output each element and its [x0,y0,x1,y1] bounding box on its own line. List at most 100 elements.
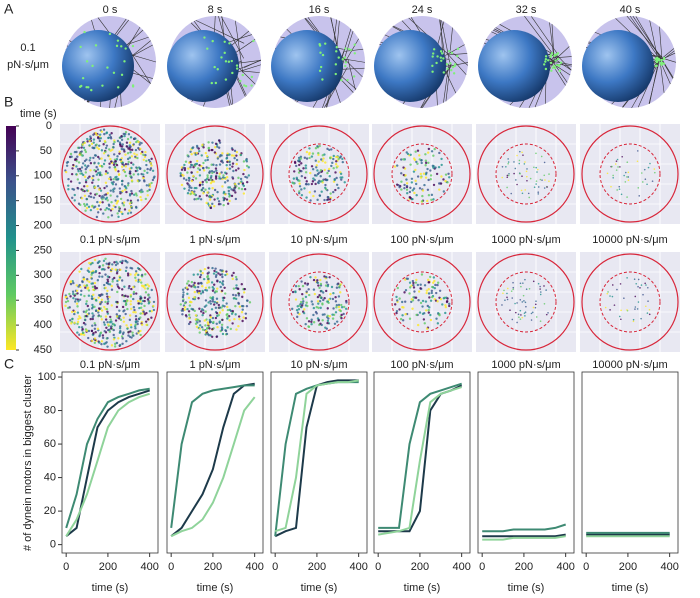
trajectory-dot [543,302,546,305]
trajectory-dot [106,345,109,348]
trajectory-dot [501,166,504,168]
trajectory-dot [225,176,229,179]
trajectory-dot [66,299,70,303]
trajectory-dot [128,194,132,197]
trajectory-dot [305,180,308,183]
motor [432,52,435,55]
trajectory-dot [446,181,449,184]
trajectory-dot [411,307,414,310]
trajectory-dot [70,155,73,158]
trajectory-dot [312,278,316,282]
motor [216,68,219,71]
trajectory-dot [135,292,138,295]
trajectory-dot [91,177,94,180]
trajectory-dot [71,196,74,200]
trajectory-dot [432,276,436,279]
trajectory-dot [228,199,231,203]
trajectory-dot [122,132,125,136]
trajectory-dot [413,290,416,293]
trajectory-dot [216,280,219,283]
trajectory-dot [95,286,99,290]
trajectory-dot [214,306,218,310]
trajectory-dot [143,169,146,173]
trajectory-dot [106,275,110,278]
trajectory-dot [237,167,240,170]
trajectory-dot [539,285,541,288]
trajectory-dot [237,182,240,185]
microtubule [449,27,453,54]
trajectory-dot [99,331,103,334]
trajectory-dot [87,329,91,333]
trajectory-dot [297,307,301,311]
x-axis-label: time (s) [612,582,649,594]
trajectory-dot [211,202,214,206]
trajectory-dot [415,313,418,317]
trajectory-dot [299,155,303,159]
trajectory-dot [86,304,90,308]
trajectory-dot [530,312,533,315]
trajectory-dot [187,155,190,158]
time-label: 32 s [516,4,537,16]
trajectory-dot [514,311,517,314]
trajectory-dot [73,150,77,154]
trajectory-dot [186,171,189,174]
trajectory-dot [242,291,246,294]
trajectory-dot [90,282,93,285]
trajectory-dot [309,171,312,175]
trajectory-dot [404,313,407,316]
trajectory-dot [501,176,504,179]
trajectory-dot [216,325,219,329]
motor [456,47,460,51]
trajectory-dot [395,311,398,315]
trajectory-dot [410,298,413,301]
trajectory-dot [319,175,322,178]
trajectory-dot [312,288,316,291]
trajectory-dot [321,159,324,163]
trajectory-dot [654,171,656,174]
trajectory-dot [128,156,132,159]
trajectory-dot [116,285,120,288]
trajectory-dot [234,304,237,308]
trajectory-dot [126,137,130,141]
trajectory-dot [78,167,82,171]
trajectory-dot [195,186,198,190]
trajectory-dot [516,321,518,324]
trajectory-dot [100,340,104,343]
trajectory-dot [76,305,79,308]
trace [378,386,462,536]
trajectory-dot [425,289,429,292]
x-tick-label: 0 [479,561,485,573]
motor [558,69,561,73]
x-tick-label: 0 [583,561,589,573]
trajectory-dot [141,190,144,193]
trajectory-dot [229,327,233,331]
trajectory-dot [126,199,130,202]
trajectory-dot [137,280,140,283]
trajectory-dot [129,136,133,139]
plot-frame [270,371,368,554]
trajectory-dot [107,300,110,303]
trajectory-dot [204,324,207,327]
trajectory-dot [114,183,118,186]
trajectory-dot [181,288,185,291]
trajectory-dot [84,286,87,289]
motor [241,73,244,77]
trajectory-dot [513,172,515,175]
trajectory-dot [124,269,128,273]
trajectory-dot [75,289,79,292]
motor [549,54,553,57]
trajectory-dot [79,333,83,336]
trajectory-dot [221,185,224,188]
trajectory-dot [82,333,86,337]
trajectory-dot [302,167,305,170]
trajectory-dot [102,212,105,215]
trajectory-dot [126,295,130,298]
trajectory-dot [331,297,335,301]
trajectory-dot [626,309,628,311]
trajectory-dot [75,165,78,168]
trajectory-dot [423,284,427,287]
trajectory-dot [72,296,75,300]
trajectory-dot [146,318,150,321]
trajectory-dot [344,307,348,310]
trajectory-dot [208,318,212,322]
